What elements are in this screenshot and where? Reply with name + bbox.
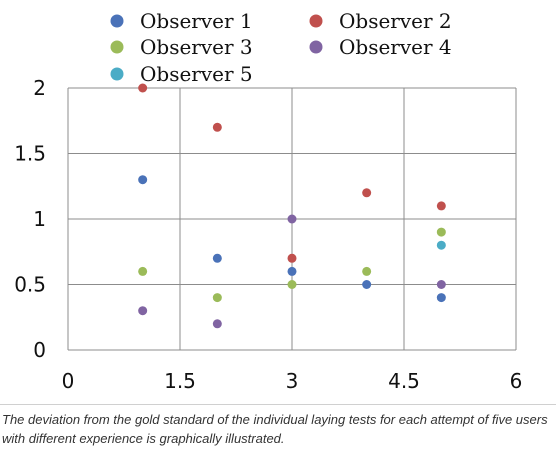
data-point — [212, 319, 222, 329]
scatter-chart: 0 1.5 3 4.5 600.511.52 Observer 1 Observer 2O… — [14, 9, 522, 393]
data-point — [138, 175, 148, 185]
data-point — [362, 266, 372, 276]
data-point — [436, 280, 446, 289]
data-point — [212, 293, 222, 303]
legend-label: Observer 2 — [339, 9, 452, 33]
y-tick-label: 0 — [33, 338, 46, 362]
x-tick-label: 3 — [286, 369, 299, 393]
legend-marker — [309, 40, 323, 54]
x-tick-label: 6 — [510, 369, 523, 393]
data-points — [138, 83, 446, 329]
legend-marker — [110, 14, 124, 28]
legend-marker — [309, 14, 323, 28]
figure-caption: The deviation from the gold standard of … — [0, 404, 556, 449]
grid-lines — [67, 87, 517, 351]
legend: Observer 1 Observer 2 Observer 3 Observer 4… — [110, 9, 452, 86]
x-tick-label: 4.5 — [388, 369, 420, 393]
legend-label: Observer 5 — [140, 62, 253, 86]
y-tick-label: 0.5 — [14, 273, 46, 297]
y-tick-label: 2 — [33, 76, 46, 100]
x-tick-label: 1.5 — [164, 369, 196, 393]
data-point — [138, 266, 148, 276]
legend-label: Observer 4 — [339, 35, 452, 59]
data-point — [287, 214, 297, 224]
legend-marker — [110, 40, 124, 54]
legend-label: Observer 1 — [140, 9, 253, 33]
data-point — [212, 253, 222, 263]
axis-tick-labels: 0 1.5 3 4.5 6 0 0.5 1 1.5 2 — [14, 76, 522, 393]
data-point — [138, 306, 148, 316]
legend-label: Observer 3 — [140, 35, 253, 59]
y-tick-label: 1 — [33, 207, 46, 231]
legend-marker — [110, 67, 124, 81]
x-tick-label: 0 — [62, 369, 75, 393]
data-point — [212, 122, 222, 132]
data-point — [362, 280, 372, 289]
y-tick-label: 1.5 — [14, 142, 46, 166]
data-point — [287, 280, 297, 289]
data-point — [138, 83, 148, 93]
data-point — [287, 253, 297, 263]
data-point — [436, 227, 446, 237]
data-point — [436, 293, 446, 303]
data-point — [362, 188, 372, 198]
data-point — [436, 240, 446, 250]
data-point — [287, 266, 297, 276]
data-point — [436, 201, 446, 211]
